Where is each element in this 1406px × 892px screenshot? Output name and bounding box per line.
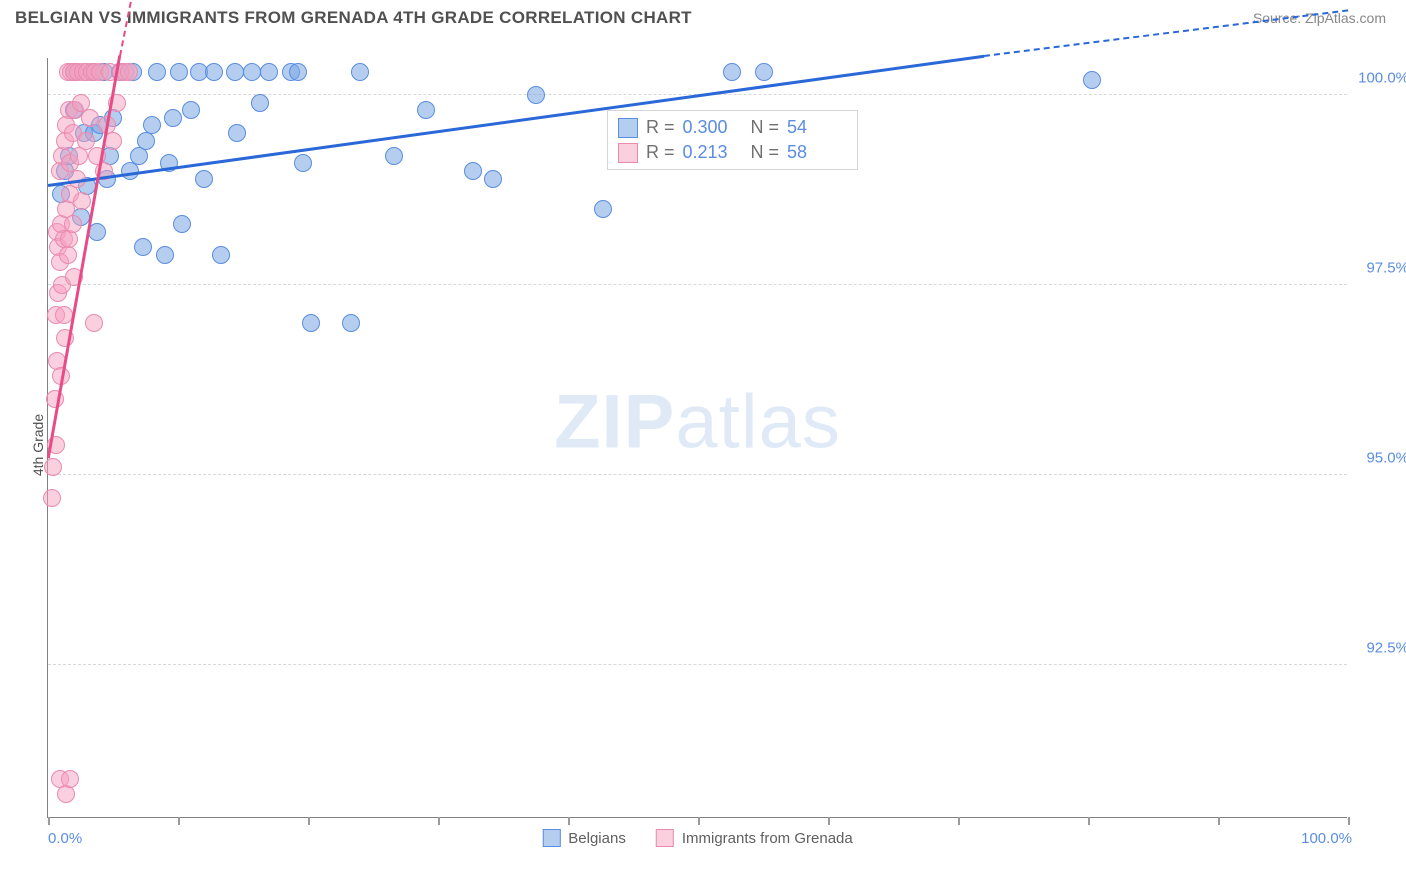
data-point: [484, 170, 502, 188]
data-point: [77, 132, 95, 150]
data-point: [723, 63, 741, 81]
data-point: [385, 147, 403, 165]
data-point: [148, 63, 166, 81]
data-point: [120, 63, 138, 81]
data-point: [594, 200, 612, 218]
legend-n-label: N =: [751, 117, 780, 138]
data-point: [156, 246, 174, 264]
watermark-light: atlas: [675, 380, 841, 465]
legend-r-value: 0.300: [683, 117, 743, 138]
chart-area: 4th Grade ZIPatlas 92.5%95.0%97.5%100.0%…: [15, 40, 1391, 850]
x-tick: [698, 817, 700, 825]
legend-item: Belgians: [542, 829, 626, 847]
data-point: [88, 223, 106, 241]
x-tick: [568, 817, 570, 825]
x-tick: [438, 817, 440, 825]
legend-row: R = 0.300 N = 54: [618, 115, 847, 140]
watermark-bold: ZIP: [554, 380, 675, 465]
x-tick: [958, 817, 960, 825]
legend-n-label: N =: [751, 142, 780, 163]
correlation-legend: R = 0.300 N = 54 R = 0.213 N = 58: [607, 110, 858, 170]
legend-label: Immigrants from Grenada: [682, 830, 853, 847]
legend-swatch: [542, 829, 560, 847]
data-point: [173, 215, 191, 233]
data-point: [143, 116, 161, 134]
x-tick: [178, 817, 180, 825]
data-point: [57, 785, 75, 803]
data-point: [44, 458, 62, 476]
data-point: [417, 101, 435, 119]
gridline: [48, 284, 1347, 285]
x-tick: [1348, 817, 1350, 825]
x-tick-label: 100.0%: [1301, 830, 1352, 847]
series-legend: Belgians Immigrants from Grenada: [542, 829, 852, 847]
data-point: [195, 170, 213, 188]
data-point: [164, 109, 182, 127]
data-point: [294, 154, 312, 172]
legend-swatch: [618, 143, 638, 163]
chart-header: BELGIAN VS IMMIGRANTS FROM GRENADA 4TH G…: [0, 0, 1406, 32]
legend-r-value: 0.213: [683, 142, 743, 163]
legend-r-label: R =: [646, 117, 675, 138]
legend-n-value: 58: [787, 142, 847, 163]
data-point: [527, 86, 545, 104]
data-point: [342, 314, 360, 332]
data-point: [43, 489, 61, 507]
data-point: [755, 63, 773, 81]
legend-n-value: 54: [787, 117, 847, 138]
legend-r-label: R =: [646, 142, 675, 163]
data-point: [351, 63, 369, 81]
y-tick-label: 100.0%: [1358, 70, 1406, 87]
legend-row: R = 0.213 N = 58: [618, 140, 847, 165]
data-point: [61, 770, 79, 788]
data-point: [212, 246, 230, 264]
data-point: [134, 238, 152, 256]
data-point: [251, 94, 269, 112]
gridline: [48, 664, 1347, 665]
data-point: [205, 63, 223, 81]
y-tick-label: 97.5%: [1366, 260, 1406, 277]
data-point: [73, 192, 91, 210]
data-point: [64, 215, 82, 233]
data-point: [226, 63, 244, 81]
x-tick: [48, 817, 50, 825]
y-tick-label: 95.0%: [1366, 450, 1406, 467]
data-point: [182, 101, 200, 119]
x-tick: [308, 817, 310, 825]
gridline: [48, 474, 1347, 475]
data-point: [228, 124, 246, 142]
y-tick-label: 92.5%: [1366, 640, 1406, 657]
data-point: [1083, 71, 1101, 89]
data-point: [302, 314, 320, 332]
legend-swatch: [618, 118, 638, 138]
data-point: [243, 63, 261, 81]
watermark: ZIPatlas: [554, 379, 841, 466]
data-point: [289, 63, 307, 81]
x-tick: [828, 817, 830, 825]
data-point: [60, 230, 78, 248]
legend-swatch: [656, 829, 674, 847]
data-point: [464, 162, 482, 180]
x-tick-label: 0.0%: [48, 830, 82, 847]
chart-title: BELGIAN VS IMMIGRANTS FROM GRENADA 4TH G…: [15, 8, 692, 28]
data-point: [81, 109, 99, 127]
x-tick: [1088, 817, 1090, 825]
data-point: [85, 314, 103, 332]
data-point: [170, 63, 188, 81]
x-tick: [1218, 817, 1220, 825]
legend-item: Immigrants from Grenada: [656, 829, 853, 847]
plot-region: ZIPatlas 92.5%95.0%97.5%100.0%0.0%100.0%…: [47, 58, 1347, 818]
data-point: [260, 63, 278, 81]
legend-label: Belgians: [568, 830, 626, 847]
